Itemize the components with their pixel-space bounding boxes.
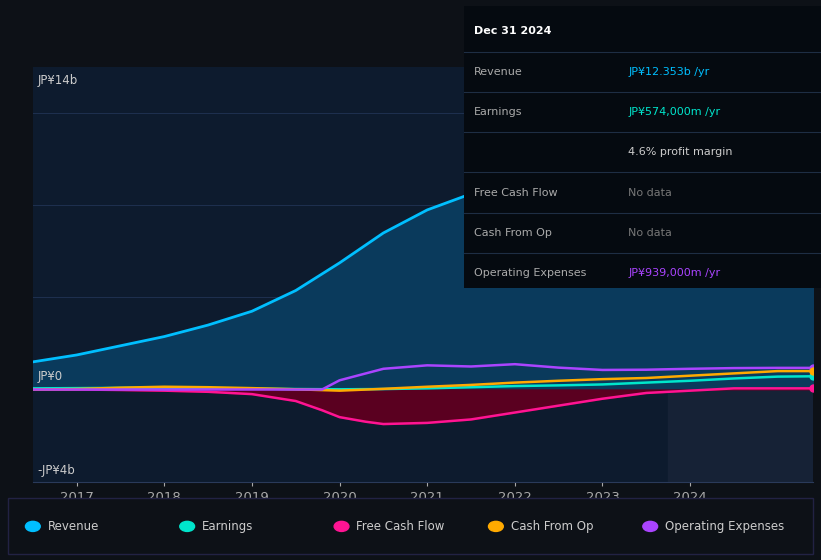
Text: JP¥0: JP¥0 [37, 370, 62, 382]
Text: Free Cash Flow: Free Cash Flow [356, 520, 445, 533]
Text: Operating Expenses: Operating Expenses [665, 520, 784, 533]
Text: Earnings: Earnings [202, 520, 254, 533]
Text: JP¥14b: JP¥14b [37, 74, 77, 87]
Text: -JP¥4b: -JP¥4b [37, 464, 75, 477]
Text: Free Cash Flow: Free Cash Flow [474, 188, 557, 198]
Text: Revenue: Revenue [474, 67, 522, 77]
Text: Dec 31 2024: Dec 31 2024 [474, 26, 551, 36]
Text: JP¥939,000m /yr: JP¥939,000m /yr [628, 268, 720, 278]
Text: Operating Expenses: Operating Expenses [474, 268, 586, 278]
Text: Revenue: Revenue [48, 520, 99, 533]
Text: Cash From Op: Cash From Op [511, 520, 593, 533]
Text: Earnings: Earnings [474, 107, 522, 117]
Text: No data: No data [628, 228, 672, 238]
Text: No data: No data [628, 188, 672, 198]
Text: JP¥574,000m /yr: JP¥574,000m /yr [628, 107, 720, 117]
Text: 4.6% profit margin: 4.6% profit margin [628, 147, 732, 157]
Bar [668, 67, 813, 482]
Text: JP¥12.353b /yr: JP¥12.353b /yr [628, 67, 709, 77]
Text: Cash From Op: Cash From Op [474, 228, 552, 238]
